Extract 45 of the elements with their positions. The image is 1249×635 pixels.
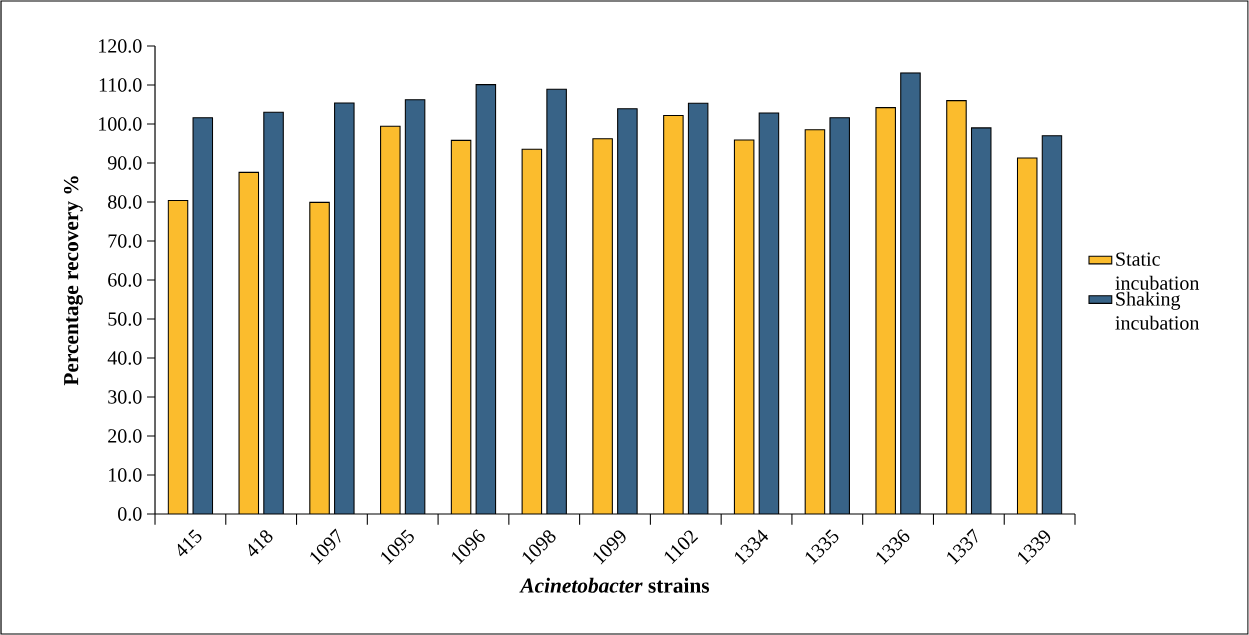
legend-label: Shaking incubation [1115, 291, 1200, 330]
bar [334, 102, 355, 514]
bar [617, 108, 638, 514]
y-tick-label: 100.0 [99, 117, 142, 131]
legend-label: Static incubation [1115, 252, 1200, 290]
y-tick-label: 80.0 [108, 195, 142, 209]
x-tick-label: 415 [177, 529, 202, 557]
bar [263, 112, 284, 514]
y-tick-label: 30.0 [108, 390, 142, 404]
x-axis-title: Acinetobacter strains [519, 577, 710, 593]
bar [759, 113, 779, 514]
y-axis-title: Percentage recovery % [63, 176, 83, 386]
x-tick-label: 418 [248, 530, 273, 557]
bar [805, 129, 825, 514]
bar [380, 126, 401, 514]
bar [829, 117, 850, 514]
bar [193, 117, 213, 514]
bar [522, 149, 542, 514]
y-tick-label: 40.0 [107, 351, 142, 365]
y-tick-label: 70.0 [108, 234, 142, 248]
y-tick-label: 90.0 [107, 156, 142, 170]
bar [688, 103, 708, 514]
bar [309, 202, 330, 514]
bar [592, 138, 613, 514]
bar [476, 84, 496, 514]
y-tick-label: 120.0 [99, 39, 142, 53]
bar [734, 139, 754, 514]
y-tick-label: 50.0 [108, 312, 142, 326]
bar [405, 99, 425, 514]
bar [546, 89, 567, 514]
bar [875, 107, 896, 514]
bar [971, 127, 991, 514]
bar [663, 115, 684, 514]
bar [946, 100, 967, 514]
y-tick-label: 10.0 [109, 468, 142, 482]
y-tick-label: 0.0 [118, 507, 142, 521]
y-tick-label: 20.0 [108, 429, 142, 443]
bar [1016, 157, 1038, 514]
bar [168, 200, 188, 514]
bar [239, 172, 259, 514]
bar [451, 140, 471, 514]
y-tick-label: 110.0 [99, 78, 142, 92]
y-tick-label: 60.0 [108, 273, 142, 287]
bar [900, 72, 921, 514]
bar [1041, 135, 1063, 514]
